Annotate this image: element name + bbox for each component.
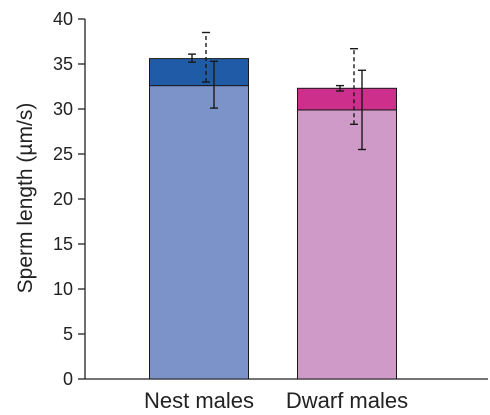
error-bars (188, 31, 366, 151)
y-tick-label: 10 (53, 279, 73, 299)
y-tick-label: 0 (63, 369, 73, 389)
y-tick-label: 15 (53, 234, 73, 254)
category-label: Dwarf males (286, 388, 408, 413)
y-axis-title: Sperm length (µm/s) (14, 103, 37, 294)
y-axis: 0 5 10 15 20 25 30 35 40 (53, 9, 86, 389)
bar-lower-segment (149, 85, 249, 380)
category-labels: Nest males Dwarf males (144, 388, 408, 413)
category-label: Nest males (144, 388, 254, 413)
y-tick-label: 40 (53, 9, 73, 29)
bar-upper-segment (297, 87, 397, 111)
y-tick-label: 35 (53, 54, 73, 74)
bar-lower-segment (297, 109, 397, 380)
y-tick-label: 5 (63, 324, 73, 344)
bars (149, 58, 397, 380)
y-tick-label: 30 (53, 99, 73, 119)
y-tick-label: 20 (53, 189, 73, 209)
bar-upper-segment (149, 58, 249, 87)
y-tick-label: 25 (53, 144, 73, 164)
